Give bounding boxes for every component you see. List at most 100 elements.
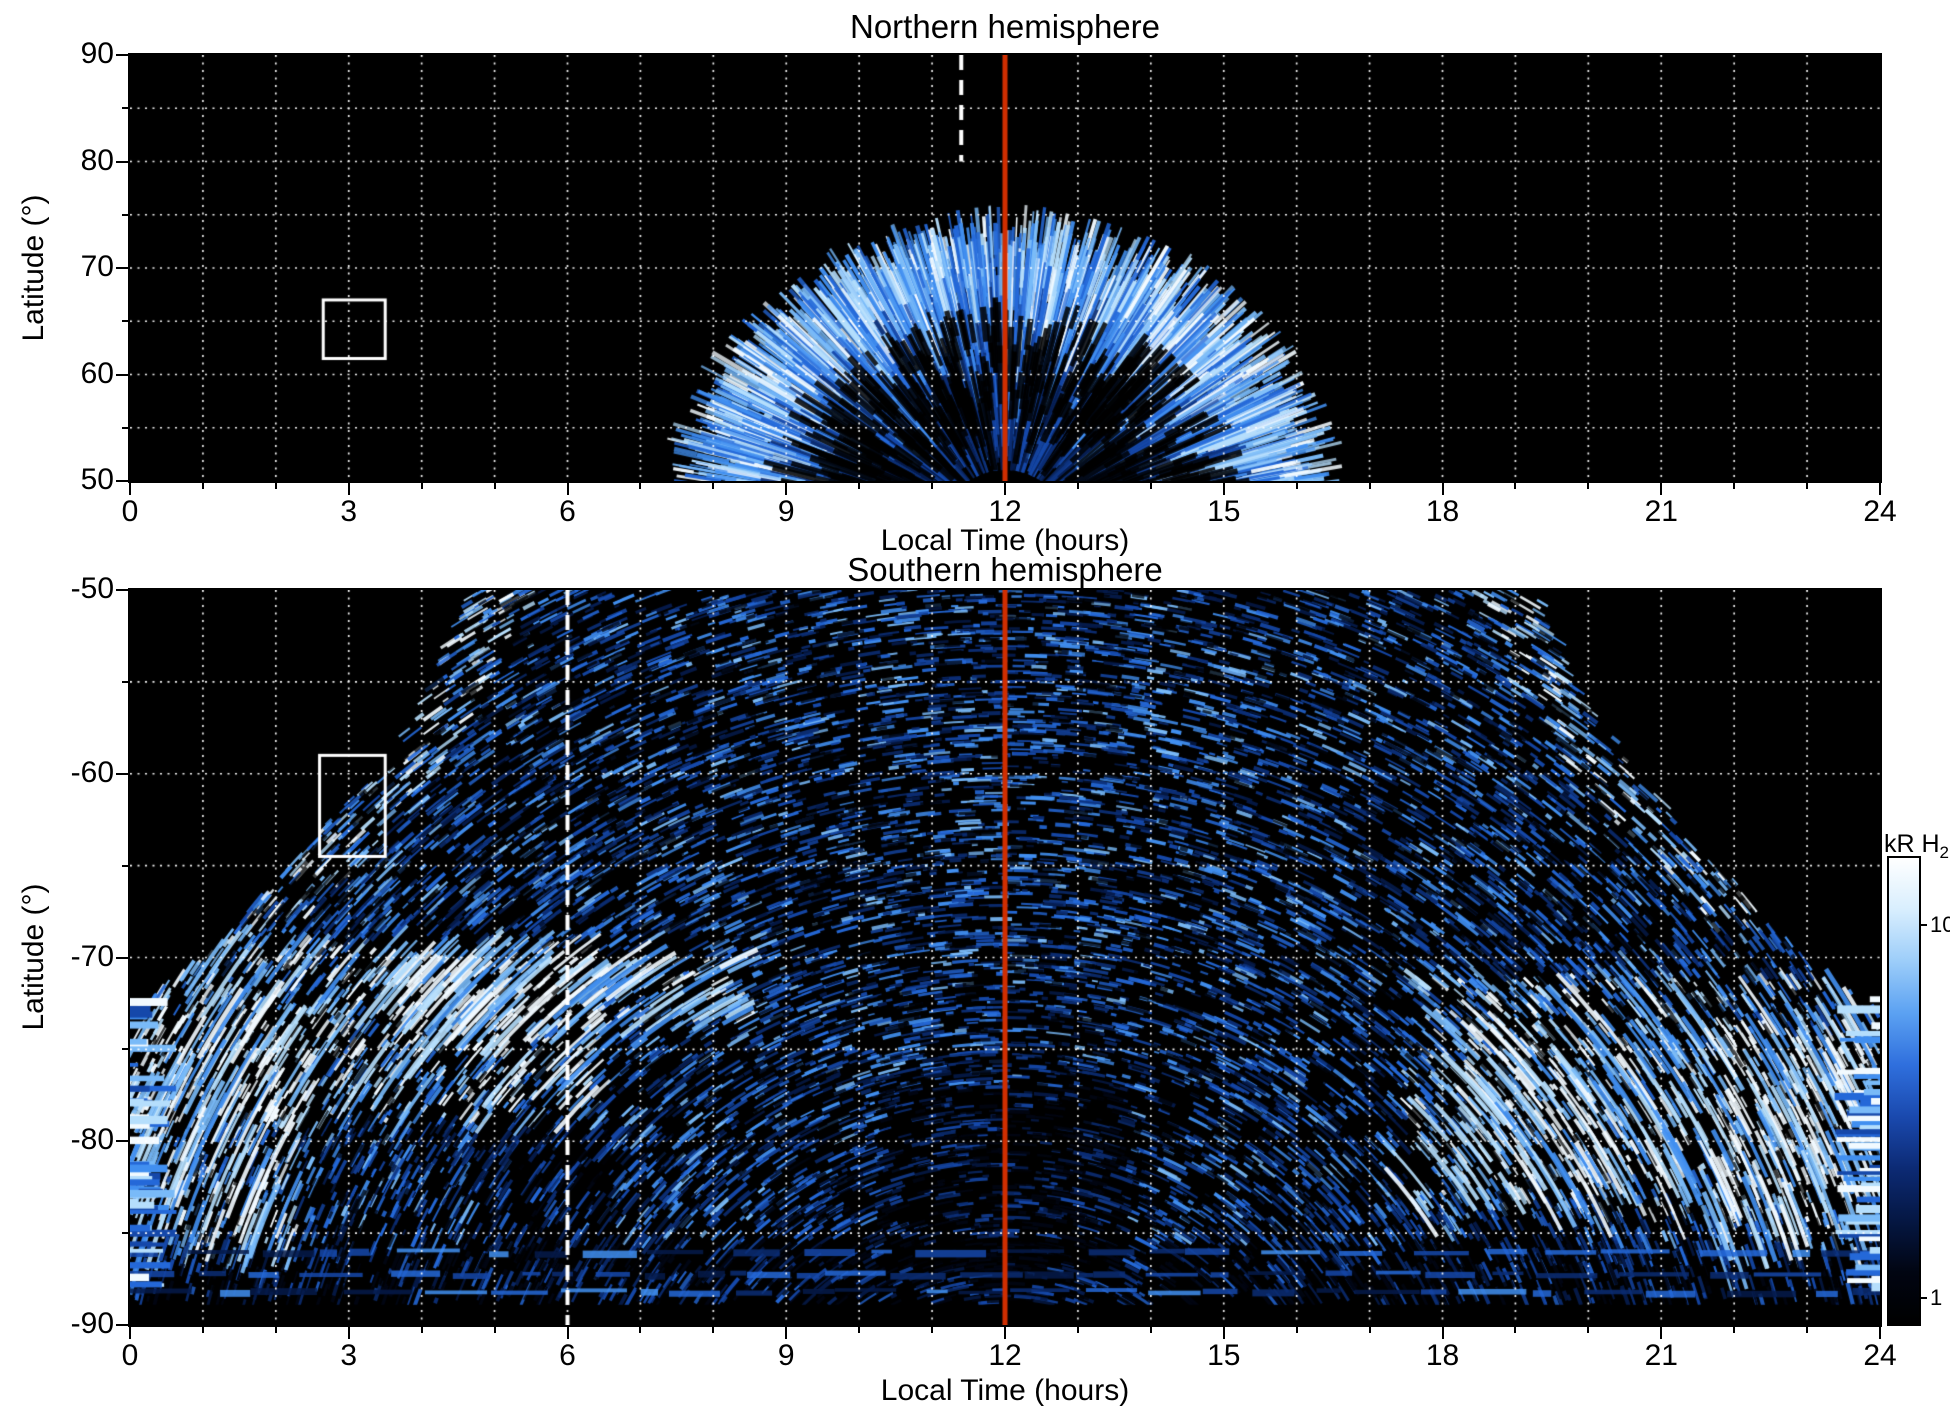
y-tick <box>122 107 128 110</box>
x-tick <box>1514 483 1517 489</box>
x-tick-label: 3 <box>340 1339 358 1372</box>
y-tick-label: 90 <box>80 37 114 70</box>
x-tick <box>129 483 131 495</box>
y-tick <box>116 1140 128 1143</box>
y-tick <box>116 373 128 376</box>
x-tick-label: 12 <box>988 495 1022 528</box>
x-tick-label: 3 <box>340 495 358 528</box>
x-tick-label: 18 <box>1425 495 1460 528</box>
south-xaxis-title: Local Time (hours) <box>880 1374 1130 1407</box>
x-tick <box>1076 1327 1079 1333</box>
x-tick <box>129 1327 131 1339</box>
y-tick <box>116 956 128 959</box>
x-tick <box>712 483 715 489</box>
x-tick <box>1149 483 1152 489</box>
y-tick-label: -60 <box>70 755 114 789</box>
x-tick <box>931 1327 934 1333</box>
x-tick <box>1587 1327 1590 1333</box>
y-tick <box>122 426 128 429</box>
x-tick <box>1368 483 1371 489</box>
x-tick-label: 6 <box>559 495 576 528</box>
y-tick-label: 60 <box>80 356 114 390</box>
x-tick <box>1295 483 1298 489</box>
x-tick <box>566 1327 569 1339</box>
x-tick <box>1879 483 1881 495</box>
y-tick <box>116 54 128 56</box>
south-heatmap <box>130 590 1880 1325</box>
colorbar-gradient <box>1887 856 1921 1326</box>
x-tick <box>1149 1327 1152 1333</box>
y-tick-label: -90 <box>70 1307 114 1340</box>
y-tick <box>122 864 128 867</box>
y-tick-label: -70 <box>70 939 114 973</box>
x-tick-label: 15 <box>1207 1339 1241 1372</box>
x-tick <box>1222 1327 1225 1339</box>
y-tick-label: 50 <box>80 463 114 496</box>
x-tick <box>785 483 788 495</box>
x-tick-label: 18 <box>1425 1339 1460 1372</box>
x-tick <box>639 483 642 489</box>
x-tick <box>858 1327 861 1333</box>
x-tick <box>274 1327 277 1333</box>
colorbar-tick-label: 1 <box>1930 1284 1943 1310</box>
colorbar-label: kR H2 <box>1825 830 1949 863</box>
x-tick <box>1806 1327 1809 1333</box>
y-tick <box>116 772 128 775</box>
x-tick <box>858 483 861 489</box>
x-tick <box>347 483 350 495</box>
x-tick-label: 15 <box>1207 495 1241 528</box>
x-tick-label: 6 <box>559 1339 576 1372</box>
y-tick <box>116 160 128 163</box>
x-tick <box>1004 1327 1006 1339</box>
y-tick-label: 80 <box>80 143 114 177</box>
x-tick <box>712 1327 715 1333</box>
y-tick <box>116 480 128 482</box>
x-tick <box>201 1327 204 1333</box>
colorbar-tick <box>1921 1296 1927 1299</box>
x-tick <box>1733 483 1736 489</box>
north-heatmap <box>130 55 1880 481</box>
colorbar-label-sub: 2 <box>1939 843 1949 862</box>
x-tick <box>1076 483 1079 489</box>
x-tick-label: 9 <box>777 1339 795 1372</box>
x-tick <box>639 1327 642 1333</box>
y-tick <box>116 589 128 591</box>
x-tick <box>1733 1327 1736 1333</box>
x-tick <box>420 1327 423 1333</box>
x-tick <box>1879 1327 1881 1339</box>
y-tick <box>122 213 128 216</box>
x-tick <box>1295 1327 1298 1333</box>
x-tick <box>1004 483 1006 495</box>
x-tick <box>1660 1327 1663 1339</box>
y-tick <box>116 267 128 269</box>
y-tick <box>122 1048 128 1051</box>
y-tick-label: 70 <box>80 250 114 283</box>
x-tick-label: 9 <box>777 495 795 528</box>
x-tick <box>347 1327 350 1339</box>
y-tick <box>116 1324 128 1326</box>
x-tick <box>1441 1327 1444 1339</box>
x-tick <box>1441 483 1444 495</box>
x-tick <box>274 483 277 489</box>
x-tick <box>785 1327 788 1339</box>
y-tick <box>122 320 128 323</box>
x-tick <box>493 483 496 489</box>
colorbar-tick <box>1921 924 1927 927</box>
x-tick <box>1222 483 1225 495</box>
x-tick-label: 24 <box>1863 495 1897 528</box>
x-tick <box>201 483 204 489</box>
y-tick <box>122 680 128 683</box>
x-tick <box>1660 483 1663 495</box>
x-tick <box>420 483 423 489</box>
y-tick-label: -80 <box>70 1123 114 1157</box>
north-panel-title: Northern hemisphere <box>850 8 1160 45</box>
north-plot-frame <box>128 53 1882 483</box>
x-tick-label: 12 <box>988 1339 1022 1372</box>
x-tick-label: 21 <box>1644 495 1678 528</box>
x-tick <box>1514 1327 1517 1333</box>
colorbar-label-main: kR H <box>1883 830 1940 858</box>
y-tick <box>122 1232 128 1235</box>
x-tick-label: 24 <box>1863 1339 1897 1372</box>
x-tick <box>931 483 934 489</box>
